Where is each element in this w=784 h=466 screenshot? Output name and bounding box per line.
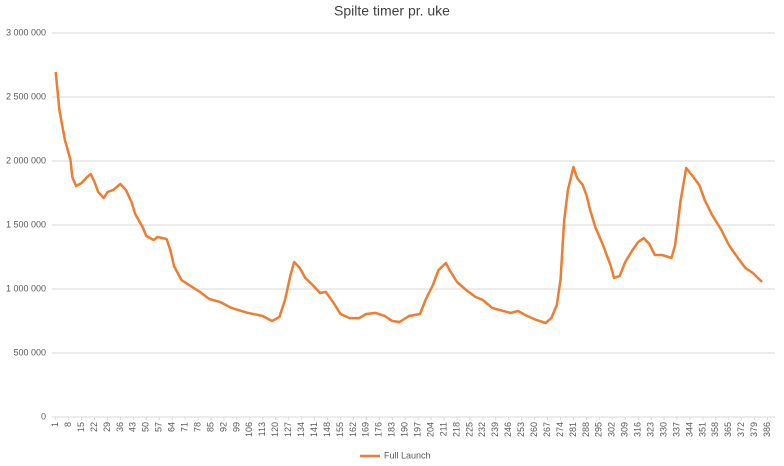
y-tick-label: 2 500 000 <box>6 91 46 101</box>
x-tick-label: 337 <box>671 422 681 437</box>
x-tick-label: 372 <box>736 422 746 437</box>
x-tick-label: 316 <box>633 422 643 437</box>
x-tick-label: 120 <box>270 422 280 437</box>
x-tick-label: 113 <box>257 422 267 436</box>
x-tick-label: 141 <box>309 422 319 437</box>
y-tick-label: 1 500 000 <box>6 219 46 229</box>
y-tick-label: 2 000 000 <box>6 155 46 165</box>
x-tick-label: 8 <box>63 422 73 427</box>
x-tick-label: 197 <box>412 422 422 437</box>
x-tick-label: 330 <box>658 422 668 437</box>
x-tick-label: 15 <box>76 422 86 432</box>
x-tick-label: 162 <box>348 422 358 437</box>
x-tick-label: 22 <box>89 422 99 432</box>
x-tick-label: 43 <box>128 422 138 432</box>
chart-title: Spilte timer pr. uke <box>334 3 450 19</box>
x-tick-label: 288 <box>581 422 591 437</box>
x-tick-label: 36 <box>115 422 125 432</box>
x-tick-label: 386 <box>762 422 772 437</box>
x-tick-label: 281 <box>568 422 578 437</box>
x-tick-label: 148 <box>322 422 332 437</box>
x-tick-label: 323 <box>645 422 655 437</box>
y-tick-label: 1 000 000 <box>6 283 46 293</box>
x-tick-label: 302 <box>607 422 617 437</box>
x-tick-label: 295 <box>594 422 604 437</box>
x-tick-label: 379 <box>749 422 759 437</box>
x-tick-label: 260 <box>529 422 539 437</box>
x-tick-label: 176 <box>374 422 384 437</box>
x-tick-label: 253 <box>516 422 526 437</box>
x-tick-label: 351 <box>697 422 707 437</box>
x-tick-label: 134 <box>296 422 306 437</box>
x-tick-label: 225 <box>464 422 474 437</box>
legend-label: Full Launch <box>384 450 431 460</box>
x-tick-label: 106 <box>244 422 254 437</box>
x-tick-label: 29 <box>102 422 112 432</box>
x-tick-label: 127 <box>283 422 293 437</box>
x-tick-label: 85 <box>205 422 215 432</box>
x-tick-label: 211 <box>438 422 448 436</box>
x-tick-label: 274 <box>555 422 565 437</box>
x-tick-label: 99 <box>231 422 241 432</box>
x-tick-label: 71 <box>180 422 190 432</box>
y-tick-label: 0 <box>41 411 46 421</box>
x-tick-label: 204 <box>425 422 435 437</box>
x-tick-label: 309 <box>620 422 630 437</box>
y-tick-label: 3 000 000 <box>6 27 46 37</box>
line <box>54 71 763 325</box>
x-tick-label: 183 <box>387 422 397 437</box>
x-tick-label: 239 <box>490 422 500 437</box>
x-tick-label: 246 <box>503 422 513 437</box>
x-tick-label: 232 <box>477 422 487 437</box>
x-tick-label: 57 <box>154 422 164 432</box>
x-tick-label: 358 <box>710 422 720 437</box>
y-tick-label: 500 000 <box>13 347 46 357</box>
x-tick-label: 64 <box>167 422 177 432</box>
x-tick-label: 218 <box>451 422 461 437</box>
x-tick-label: 155 <box>335 422 345 437</box>
x-tick-label: 78 <box>192 422 202 432</box>
x-tick-label: 92 <box>218 422 228 432</box>
x-tick-label: 344 <box>684 422 694 437</box>
x-tick-label: 50 <box>141 422 151 432</box>
x-tick-label: 365 <box>723 422 733 437</box>
x-tick-label: 1 <box>50 422 60 427</box>
x-tick-label: 190 <box>400 422 410 437</box>
x-tick-label: 267 <box>542 422 552 437</box>
x-tick-label: 169 <box>361 422 371 437</box>
